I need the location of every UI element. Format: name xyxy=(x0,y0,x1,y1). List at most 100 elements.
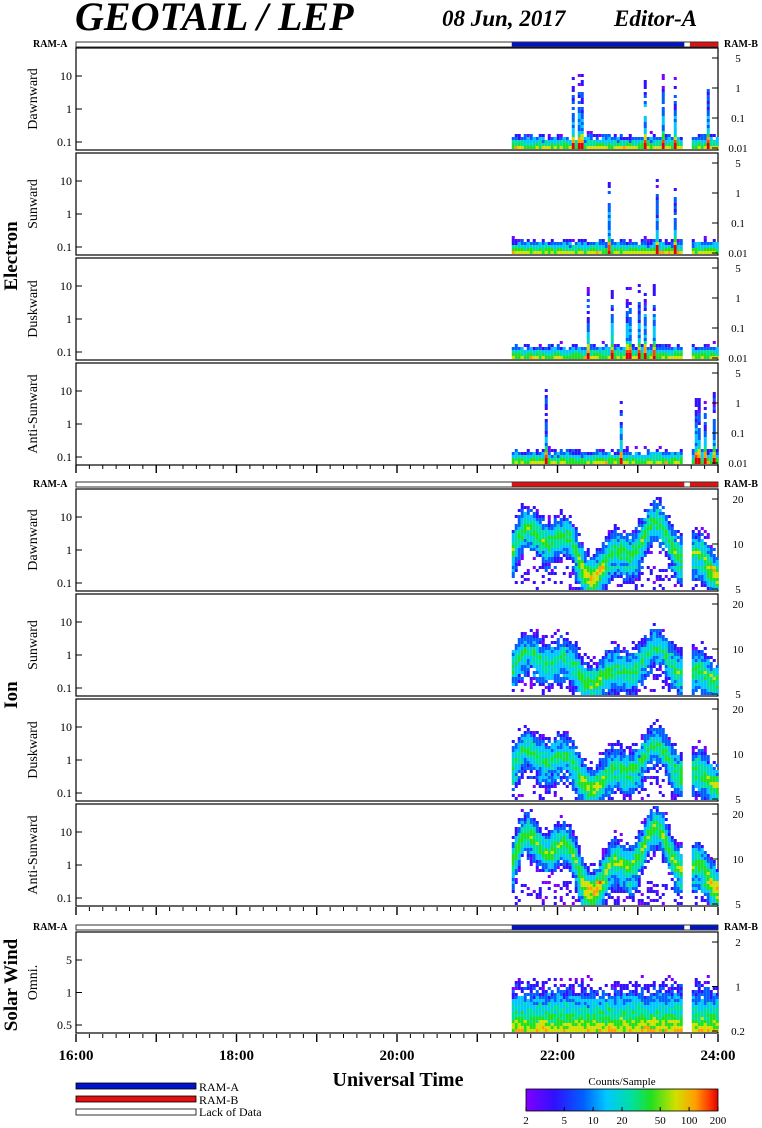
spectrogram-cell xyxy=(652,452,656,455)
spectrogram-cell xyxy=(538,548,542,551)
spectrogram-cell xyxy=(700,353,704,356)
spectrogram-cell xyxy=(589,578,593,581)
spectrogram-cell xyxy=(670,140,674,143)
spectrogram-cell xyxy=(592,455,596,458)
spectrogram-cell xyxy=(577,782,581,785)
spectrogram-cell xyxy=(706,134,710,137)
spectrogram-cell xyxy=(532,737,536,740)
left-tick-label: 0.1 xyxy=(57,681,72,695)
spectrogram-cell xyxy=(637,662,641,665)
spectrogram-cell xyxy=(532,353,536,356)
spectrogram-cell xyxy=(571,347,575,350)
spectrogram-cell xyxy=(547,524,551,527)
spectrogram-cell xyxy=(598,245,602,248)
spectrogram-cell xyxy=(568,575,572,578)
spectrogram-cell xyxy=(709,458,713,461)
spectrogram-cell xyxy=(646,539,650,542)
spectrogram-cell xyxy=(697,782,701,785)
spectrogram-cell xyxy=(535,896,539,899)
spectrogram-cell xyxy=(535,659,539,662)
spectrogram-cell xyxy=(691,563,695,566)
spectrogram-cell xyxy=(577,671,581,674)
spectrogram-cell xyxy=(676,536,680,539)
spectrogram-cell xyxy=(553,662,557,665)
spectrogram-cell xyxy=(619,572,623,575)
spectrogram-cell xyxy=(550,662,554,665)
spectrogram-cell xyxy=(592,569,596,572)
right-tick-label: 1 xyxy=(735,188,741,200)
spectrogram-cell xyxy=(637,650,641,653)
spectrogram-cell xyxy=(652,629,656,632)
spectrogram-cell xyxy=(625,656,629,659)
spectrogram-cell xyxy=(511,461,515,464)
spectrogram-cell xyxy=(658,749,662,752)
spectrogram-cell xyxy=(517,554,521,557)
spectrogram-cell xyxy=(673,101,677,104)
spectrogram-cell xyxy=(556,749,560,752)
spectrogram-cell xyxy=(607,242,611,245)
spectrogram-cell xyxy=(628,326,632,329)
spectrogram-cell xyxy=(535,776,539,779)
spectrogram-cell xyxy=(643,251,647,254)
spectrogram-cell xyxy=(565,146,569,149)
spectrogram-cell xyxy=(526,728,530,731)
spectrogram-cell xyxy=(610,329,614,332)
spectrogram-cell xyxy=(709,353,713,356)
spectrogram-cell xyxy=(541,518,545,521)
spectrogram-cell xyxy=(619,539,623,542)
spectrogram-cell xyxy=(637,290,641,293)
spectrogram-cell xyxy=(544,434,548,437)
right-tick-label: 5 xyxy=(735,158,741,170)
spectrogram-cell xyxy=(538,659,542,662)
spectrogram-cell xyxy=(535,137,539,140)
spectrogram-cell xyxy=(511,845,515,848)
spectrogram-cell xyxy=(655,503,659,506)
spectrogram-cell xyxy=(700,773,704,776)
spectrogram-cell xyxy=(562,356,566,359)
spectrogram-cell xyxy=(664,653,668,656)
spectrogram-cell xyxy=(637,575,641,578)
spectrogram-cell xyxy=(547,536,551,539)
spectrogram-cell xyxy=(664,764,668,767)
spectrogram-cell xyxy=(553,659,557,662)
spectrogram-cell xyxy=(520,761,524,764)
spectrogram-cell xyxy=(538,797,542,800)
spectrogram-cell xyxy=(610,665,614,668)
spectrogram-cell xyxy=(553,680,557,683)
spectrogram-cell xyxy=(589,677,593,680)
spectrogram-cell xyxy=(511,560,515,563)
spectrogram-cell xyxy=(589,146,593,149)
spectrogram-cell xyxy=(625,794,629,797)
spectrogram-cell xyxy=(553,242,557,245)
right-tick-label: 5 xyxy=(735,689,741,701)
spectrogram-cell xyxy=(646,653,650,656)
spectrogram-cell xyxy=(538,752,542,755)
spectrogram-cell xyxy=(646,650,650,653)
spectrogram-cell xyxy=(595,356,599,359)
spectrogram-cell xyxy=(673,200,677,203)
spectrogram-cell xyxy=(526,821,530,824)
spectrogram-cell xyxy=(703,416,707,419)
spectrogram-cell xyxy=(655,650,659,653)
spectrogram-cell xyxy=(556,641,560,644)
spectrogram-cell xyxy=(577,680,581,683)
spectrogram-cell xyxy=(604,692,608,695)
spectrogram-cell xyxy=(553,764,557,767)
spectrogram-cell xyxy=(526,353,530,356)
spectrogram-cell xyxy=(559,551,563,554)
spectrogram-cell xyxy=(559,758,563,761)
right-tick-label: 0.01 xyxy=(728,353,747,365)
spectrogram-cell xyxy=(712,437,716,440)
spectrogram-cell xyxy=(637,578,641,581)
spectrogram-cell xyxy=(700,356,704,359)
spectrogram-cell xyxy=(661,671,665,674)
spectrogram-cell xyxy=(640,677,644,680)
spectrogram-cell xyxy=(694,575,698,578)
spectrogram-cell xyxy=(565,746,569,749)
spectrogram-cell xyxy=(655,215,659,218)
spectrogram-cell xyxy=(676,551,680,554)
spectrogram-cell xyxy=(616,344,620,347)
spectrogram-cell xyxy=(556,557,560,560)
spectrogram-cell xyxy=(583,458,587,461)
spectrogram-cell xyxy=(703,773,707,776)
